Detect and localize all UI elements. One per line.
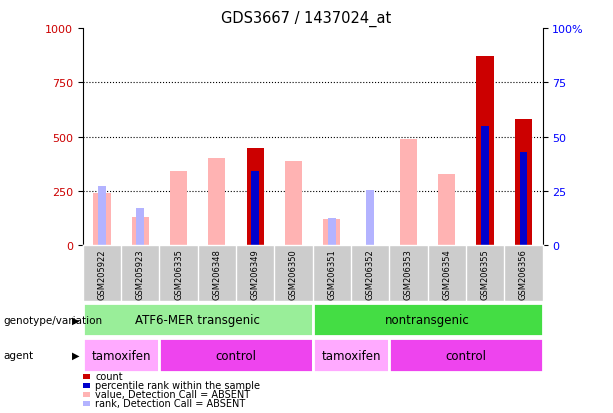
Text: GSM206353: GSM206353 [404, 249, 413, 299]
Bar [438, 174, 455, 246]
Bar [313, 339, 389, 372]
Bar [520, 152, 527, 246]
Text: agent: agent [3, 350, 33, 360]
Text: GSM206355: GSM206355 [481, 249, 490, 299]
Text: ▶: ▶ [72, 315, 80, 325]
Text: GSM206356: GSM206356 [519, 249, 528, 299]
Bar [367, 190, 374, 246]
Text: value, Detection Call = ABSENT: value, Detection Call = ABSENT [95, 389, 250, 399]
Bar [251, 172, 259, 246]
Bar [285, 161, 302, 246]
Text: GSM206349: GSM206349 [251, 249, 260, 299]
Bar [515, 120, 532, 246]
Text: GSM206354: GSM206354 [442, 249, 451, 299]
Bar [159, 339, 313, 372]
Bar [98, 186, 106, 246]
Text: GSM206351: GSM206351 [327, 249, 337, 299]
Text: GSM206352: GSM206352 [365, 249, 375, 299]
Bar [83, 339, 159, 372]
Bar [313, 304, 543, 337]
Bar [400, 140, 417, 246]
Text: rank, Detection Call = ABSENT: rank, Detection Call = ABSENT [95, 399, 245, 408]
Bar [389, 339, 543, 372]
Text: GSM205922: GSM205922 [97, 249, 107, 299]
Text: tamoxifen: tamoxifen [91, 349, 151, 362]
Text: ▶: ▶ [72, 350, 80, 360]
Bar [208, 159, 226, 246]
Bar [246, 148, 264, 246]
Text: GDS3667 / 1437024_at: GDS3667 / 1437024_at [221, 10, 392, 26]
Bar [323, 220, 340, 246]
Text: count: count [95, 371, 123, 381]
Text: GSM206350: GSM206350 [289, 249, 298, 299]
Text: ATF6-MER transgenic: ATF6-MER transgenic [135, 313, 260, 327]
Bar [476, 57, 493, 246]
Text: genotype/variation: genotype/variation [3, 315, 102, 325]
Bar [137, 209, 144, 246]
Bar [170, 172, 187, 246]
Text: control: control [446, 349, 486, 362]
Bar [83, 304, 313, 337]
Text: GSM206335: GSM206335 [174, 249, 183, 299]
Bar [481, 126, 489, 246]
Text: nontransgenic: nontransgenic [385, 313, 470, 327]
Bar [328, 218, 336, 246]
Bar [132, 218, 149, 246]
Text: tamoxifen: tamoxifen [321, 349, 381, 362]
Text: control: control [216, 349, 256, 362]
Text: percentile rank within the sample: percentile rank within the sample [95, 380, 260, 390]
Text: GSM205923: GSM205923 [135, 249, 145, 299]
Text: GSM206348: GSM206348 [212, 249, 221, 299]
Bar [93, 194, 110, 246]
